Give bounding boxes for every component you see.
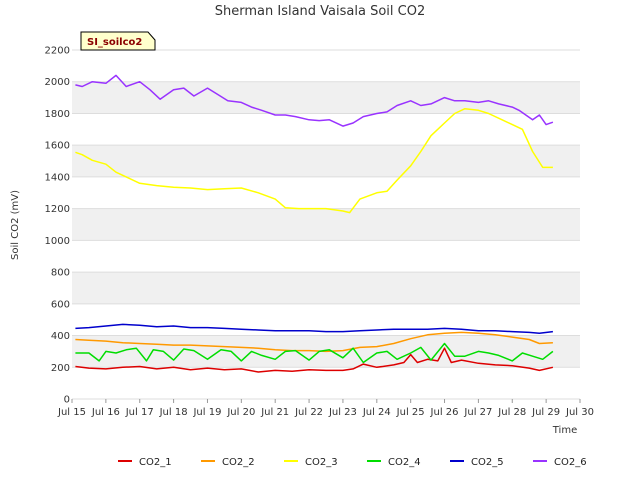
x-tick-label: Jul 18 (159, 407, 188, 418)
x-tick-label: Jul 30 (565, 407, 594, 418)
chart-title: Sherman Island Vaisala Soil CO2 (215, 4, 425, 19)
y-tick-label: 2200 (45, 46, 70, 57)
y-tick-label: 1800 (45, 109, 70, 120)
x-tick-label: Jul 29 (531, 407, 560, 418)
legend-label: CO2_6 (554, 457, 587, 468)
site-tag: SI_soilco2 (80, 31, 156, 51)
y-tick-label: 400 (51, 331, 70, 342)
y-axis-label: Soil CO2 (mV) (10, 190, 21, 260)
series-line-co2-3 (75, 107, 553, 214)
y-tick-label: 200 (51, 363, 70, 374)
x-axis-ticks: Jul 15 Jul 16 Jul 17 Jul 18 Jul 19 Jul 20 Jul … (57, 399, 594, 418)
plot-band (72, 81, 580, 114)
site-tag-box (80, 31, 156, 51)
x-tick-label: Jul 19 (192, 407, 221, 418)
plot-band (72, 50, 580, 82)
y-tick-label: 0 (64, 395, 70, 406)
series-line-co2-4 (75, 342, 554, 364)
x-tick-label: Jul 15 (57, 407, 86, 418)
legend-label: CO2_2 (222, 457, 255, 468)
series-line-co2-5 (75, 323, 553, 334)
y-tick-label: 1200 (45, 204, 70, 215)
plot-band (72, 240, 580, 273)
legend-label: CO2_1 (139, 457, 172, 468)
y-tick-label: 800 (51, 268, 70, 279)
plot-band (72, 145, 580, 177)
y-tick-label: 1000 (45, 236, 70, 247)
series-line-co2-2 (75, 331, 553, 353)
legend-label: CO2_4 (388, 457, 421, 468)
y-tick-label: 600 (51, 299, 70, 310)
x-axis-label: Time (552, 425, 577, 436)
plot-band (72, 272, 580, 304)
site-tag-label: SI_soilco2 (87, 37, 142, 48)
x-tick-label: Jul 21 (260, 407, 289, 418)
series-line-co2-1 (75, 347, 554, 373)
legend-label: CO2_3 (305, 457, 338, 468)
y-tick-label: 1400 (45, 172, 70, 183)
y-tick-label: 2000 (45, 77, 70, 88)
plot-band (72, 113, 580, 146)
x-tick-label: Jul 23 (328, 407, 357, 418)
x-tick-label: Jul 28 (497, 407, 526, 418)
x-tick-label: Jul 25 (396, 407, 425, 418)
x-tick-label: Jul 22 (294, 407, 323, 418)
series-line-co2-6 (75, 74, 554, 127)
x-tick-label: Jul 20 (226, 407, 255, 418)
legend-label: CO2_5 (471, 457, 504, 468)
x-tick-label: Jul 24 (362, 407, 391, 418)
plot-background-bands (72, 50, 580, 399)
plot-band (72, 367, 580, 399)
x-tick-label: Jul 17 (125, 407, 154, 418)
plot-band (72, 208, 580, 241)
plot-band (72, 176, 580, 209)
y-tick-label: 1600 (45, 141, 70, 152)
legend: CO2_1 CO2_2 CO2_3 CO2_4 CO2_5 CO2_6 (118, 457, 587, 468)
x-tick-label: Jul 26 (430, 407, 459, 418)
x-tick-label: Jul 16 (91, 407, 120, 418)
series-lines (75, 74, 554, 373)
x-tick-label: Jul 27 (463, 407, 492, 418)
y-axis-ticks: 0 200 400 600 800 1000 1200 1400 1600 1800 2000 220… (45, 46, 70, 406)
